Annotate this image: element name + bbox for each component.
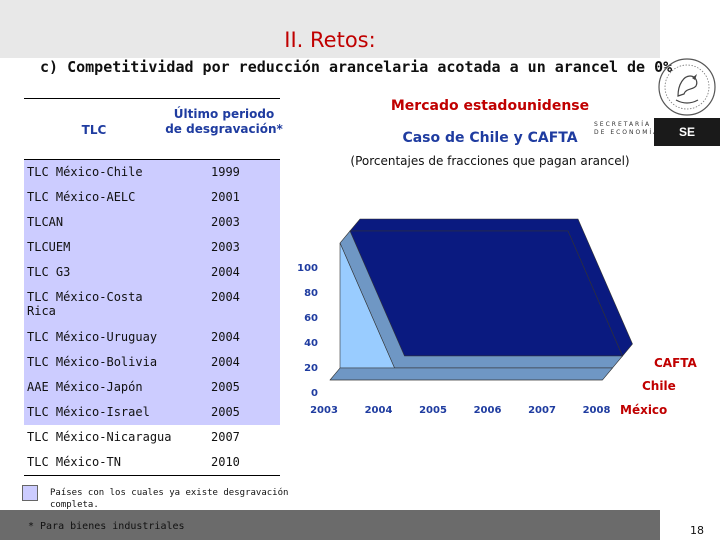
table-row: AAE México-Japón 2005 <box>24 375 280 400</box>
table-row: TLCUEM 2003 <box>24 235 280 260</box>
secretaria-line-2: DE ECONOMÍA <box>594 129 660 136</box>
tlc-year: 2005 <box>211 380 240 394</box>
chart-heading-mercado: Mercado estadounidense <box>390 98 590 114</box>
header-band <box>0 0 660 58</box>
tlc-name: TLC México-Chile <box>27 165 143 179</box>
x-tick-label: 2007 <box>528 405 556 416</box>
table-row: TLC México-Uruguay 2004 <box>24 325 280 350</box>
tlc-name: TLC México-TN <box>27 455 121 469</box>
table-row: TLC México-TN 2010 <box>24 450 280 475</box>
table-row: TLC México-AELC 2001 <box>24 185 280 210</box>
slide-title: II. Retos: <box>284 28 376 52</box>
chart-heading-caso: Caso de Chile y CAFTA <box>402 130 578 146</box>
area-chart: 0 20 40 60 80 100 2003 2004 2005 2006 2007 2008 Méxi… <box>297 218 698 417</box>
y-tick-label: 0 <box>311 388 318 399</box>
table-header: TLC Último periodo de desgravación* <box>24 98 283 160</box>
secretaria-logo-text: SECRETARÍA DE ECONOMÍA <box>594 121 659 137</box>
tlc-year: 2004 <box>211 330 240 344</box>
x-tick-label: 2008 <box>583 405 611 416</box>
tlc-name: TLC México-Israel <box>27 405 150 419</box>
tlc-year: 2003 <box>211 215 240 229</box>
x-tick-label: 2006 <box>474 405 502 416</box>
y-tick-label: 40 <box>304 338 318 349</box>
tlc-name: TLCUEM <box>27 240 71 254</box>
mexico-seal-icon <box>658 58 716 116</box>
table-row: TLC México-Costa Rica 2004 <box>24 285 280 325</box>
legend-swatch <box>22 485 38 501</box>
tlc-year: 2005 <box>211 405 240 419</box>
tlc-year: 1999 <box>211 165 240 179</box>
tlc-year: 2010 <box>211 455 240 469</box>
footer-corner <box>660 510 720 540</box>
table-row: TLC G3 2004 <box>24 260 280 285</box>
slide-subtitle: c) Competitividad por reducción arancela… <box>40 58 673 76</box>
y-tick-label: 20 <box>304 363 318 374</box>
y-tick-label: 100 <box>297 263 318 274</box>
table-row: TLC México-Nicaragua 2007 <box>24 425 280 450</box>
footer-band <box>0 510 720 540</box>
x-tick-label: 2003 <box>310 405 338 416</box>
tlc-name: TLCAN <box>27 215 64 229</box>
tlc-name: TLC México-AELC <box>27 190 136 204</box>
table-body: TLC México-Chile 1999 TLC México-AELC 2001 T… <box>24 160 280 475</box>
tlc-name: TLC México-Nicaragua <box>27 430 172 444</box>
tlc-year: 2003 <box>211 240 240 254</box>
series-label-chile: Chile <box>642 379 676 393</box>
se-logo: SE <box>654 118 720 146</box>
y-tick-label: 60 <box>304 313 318 324</box>
tlc-year: 2004 <box>211 265 240 279</box>
table-row: TLC México-Bolivia 2004 <box>24 350 280 375</box>
tlc-table: TLC Último periodo de desgravación* TLC … <box>24 98 283 476</box>
secretaria-line-1: SECRETARÍA <box>594 121 652 128</box>
tlc-year: 2007 <box>211 430 240 444</box>
series-depth-méxico <box>329 367 614 381</box>
page-number: 18 <box>690 524 704 537</box>
legend-text: Países con los cuales ya existe desgrava… <box>50 488 289 510</box>
tlc-name: TLC México-Costa Rica <box>27 290 143 318</box>
x-tick-label: 2005 <box>419 405 447 416</box>
series-label-méxico: México <box>620 403 667 417</box>
x-tick-label: 2004 <box>365 405 393 416</box>
tlc-name: TLC México-Uruguay <box>27 330 158 344</box>
tlc-name: AAE México-Japón <box>27 380 143 394</box>
table-row: TLC México-Israel 2005 <box>24 400 280 425</box>
column-header-tlc: TLC <box>81 123 107 137</box>
y-tick-label: 80 <box>304 288 318 299</box>
chart-heading-porcentajes: (Porcentajes de fracciones que pagan ara… <box>350 154 630 168</box>
table-row: TLC México-Chile 1999 <box>24 160 280 185</box>
table-bottom-rule <box>24 475 280 476</box>
tlc-name: TLC G3 <box>27 265 71 279</box>
series-label-cafta: CAFTA <box>654 356 698 370</box>
tlc-name: TLC México-Bolivia <box>27 355 158 369</box>
table-row: TLCAN 2003 <box>24 210 280 235</box>
footnote: * Para bienes industriales <box>28 521 185 532</box>
column-header-year: Último periodo de desgravación* <box>165 107 283 136</box>
series-area-cafta <box>349 230 623 357</box>
tlc-year: 2001 <box>211 190 240 204</box>
tlc-year: 2004 <box>211 355 240 369</box>
tlc-year: 2004 <box>211 290 240 304</box>
